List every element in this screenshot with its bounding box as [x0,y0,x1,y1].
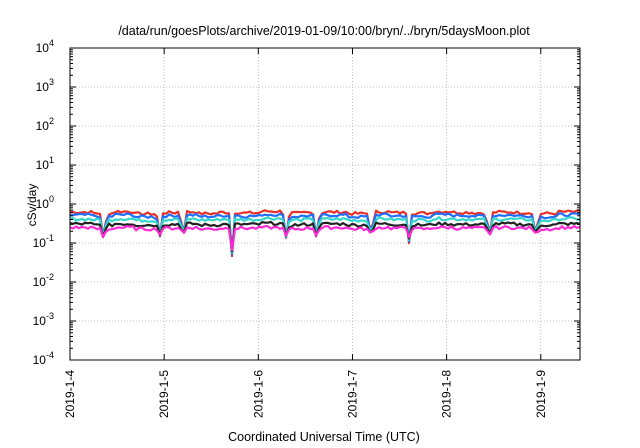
series-line-3 [69,216,581,254]
x-tick-label: 2019-1-6 [251,370,265,418]
y-tick-label: 101 [36,155,54,172]
y-tick-label: 103 [36,77,54,94]
grid [70,48,580,360]
y-tick-label: 100 [36,194,54,211]
plot-frame [69,47,581,361]
y-axis-label: cSv/day [25,184,39,227]
series-line-5 [69,225,581,252]
y-tick-label: 104 [36,38,54,55]
y-tick-label: 10-4 [33,350,54,367]
y-tick-label: 102 [36,116,54,133]
x-axis-label: Coordinated Universal Time (UTC) [228,430,420,444]
x-tick-label: 2019-1-7 [345,370,359,418]
y-tick-label: 10-3 [33,311,54,328]
x-tick-label: 2019-1-4 [63,370,77,418]
y-tick-label: 10-2 [33,272,54,289]
series-line-4 [69,220,581,253]
y-tick-label: 10-1 [33,233,54,250]
x-tick-label: 2019-1-5 [157,370,171,418]
series-line-1 [69,209,581,258]
series-line-2 [69,212,581,256]
x-tick-label: 2019-1-9 [534,370,548,418]
series-group [69,209,581,258]
chart-title: /data/run/goesPlots/archive/2019-01-09/1… [118,24,530,38]
x-tick-label: 2019-1-8 [440,370,454,418]
